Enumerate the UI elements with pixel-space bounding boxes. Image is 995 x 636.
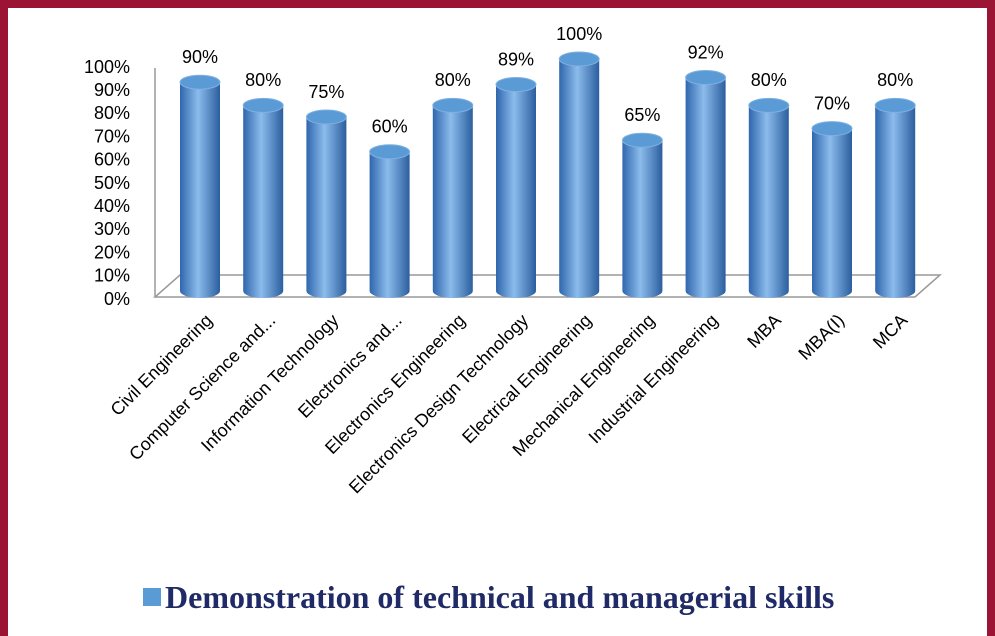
y-tick-label: 100%	[84, 57, 130, 77]
y-tick-label: 0%	[104, 289, 130, 309]
legend-label: Demonstration of technical and manageria…	[165, 579, 835, 615]
cylinder-top	[811, 121, 853, 137]
value-label: 80%	[877, 70, 913, 90]
x-tick-label: MCA	[869, 310, 911, 352]
cylinder-top	[748, 97, 790, 113]
cylinder	[811, 121, 853, 298]
cylinder-top	[305, 109, 347, 125]
value-label: 60%	[372, 117, 408, 137]
floor	[153, 274, 942, 298]
value-label: 80%	[435, 70, 471, 90]
cylinder	[179, 74, 221, 298]
cylinder-body	[432, 105, 473, 299]
value-label: 80%	[751, 70, 787, 90]
y-tick-label: 10%	[94, 266, 130, 286]
cylinder	[495, 77, 537, 299]
value-label: 100%	[556, 24, 602, 44]
y-tick-label: 20%	[94, 242, 130, 262]
value-label: 75%	[308, 82, 344, 102]
cylinder-body	[369, 151, 410, 298]
y-tick-label: 80%	[94, 103, 130, 123]
value-label: 89%	[498, 49, 534, 69]
cylinder-body	[306, 117, 347, 298]
value-label: 65%	[624, 105, 660, 125]
cylinder	[558, 51, 600, 298]
cylinder-body	[622, 140, 663, 298]
cylinder-body	[748, 105, 789, 299]
x-tick-label: MBA	[743, 310, 785, 352]
cylinder	[369, 144, 411, 298]
y-tick-label: 40%	[94, 196, 130, 216]
cylinder-top	[621, 132, 663, 148]
cylinder-body	[243, 105, 284, 299]
cylinder-top	[685, 70, 727, 86]
cylinder-top	[242, 97, 284, 113]
cylinder-body	[812, 128, 852, 298]
cylinder-top	[179, 74, 221, 90]
cylinder-top	[369, 144, 411, 160]
cylinder-body	[559, 59, 600, 298]
value-label: 80%	[245, 70, 281, 90]
cylinder	[685, 70, 727, 298]
cylinder-body	[875, 105, 916, 299]
cylinder	[432, 97, 474, 299]
y-tick-label: 90%	[94, 80, 130, 100]
y-tick-label: 70%	[94, 126, 130, 146]
cylinder-body	[180, 82, 220, 298]
value-label: 90%	[182, 47, 218, 67]
cylinder	[242, 97, 284, 299]
x-tick-label: Industrial Engineering	[585, 310, 722, 447]
value-label: 92%	[688, 42, 724, 62]
y-tick-label: 60%	[94, 150, 130, 170]
cylinder	[621, 132, 663, 298]
x-tick-label: MBA(I)	[794, 310, 848, 364]
legend-swatch	[143, 588, 161, 606]
cylinder	[305, 109, 347, 298]
cylinder-top	[558, 51, 600, 67]
cylinder-top	[495, 77, 537, 93]
y-tick-label: 50%	[94, 173, 130, 193]
cylinder	[748, 97, 790, 299]
value-label: 70%	[814, 93, 850, 113]
cylinder-top	[874, 97, 916, 113]
cylinder-body	[496, 84, 536, 299]
y-tick-label: 30%	[94, 219, 130, 239]
cylinder	[874, 97, 916, 299]
cylinder-body	[685, 77, 726, 298]
cylinder-top	[432, 97, 474, 113]
